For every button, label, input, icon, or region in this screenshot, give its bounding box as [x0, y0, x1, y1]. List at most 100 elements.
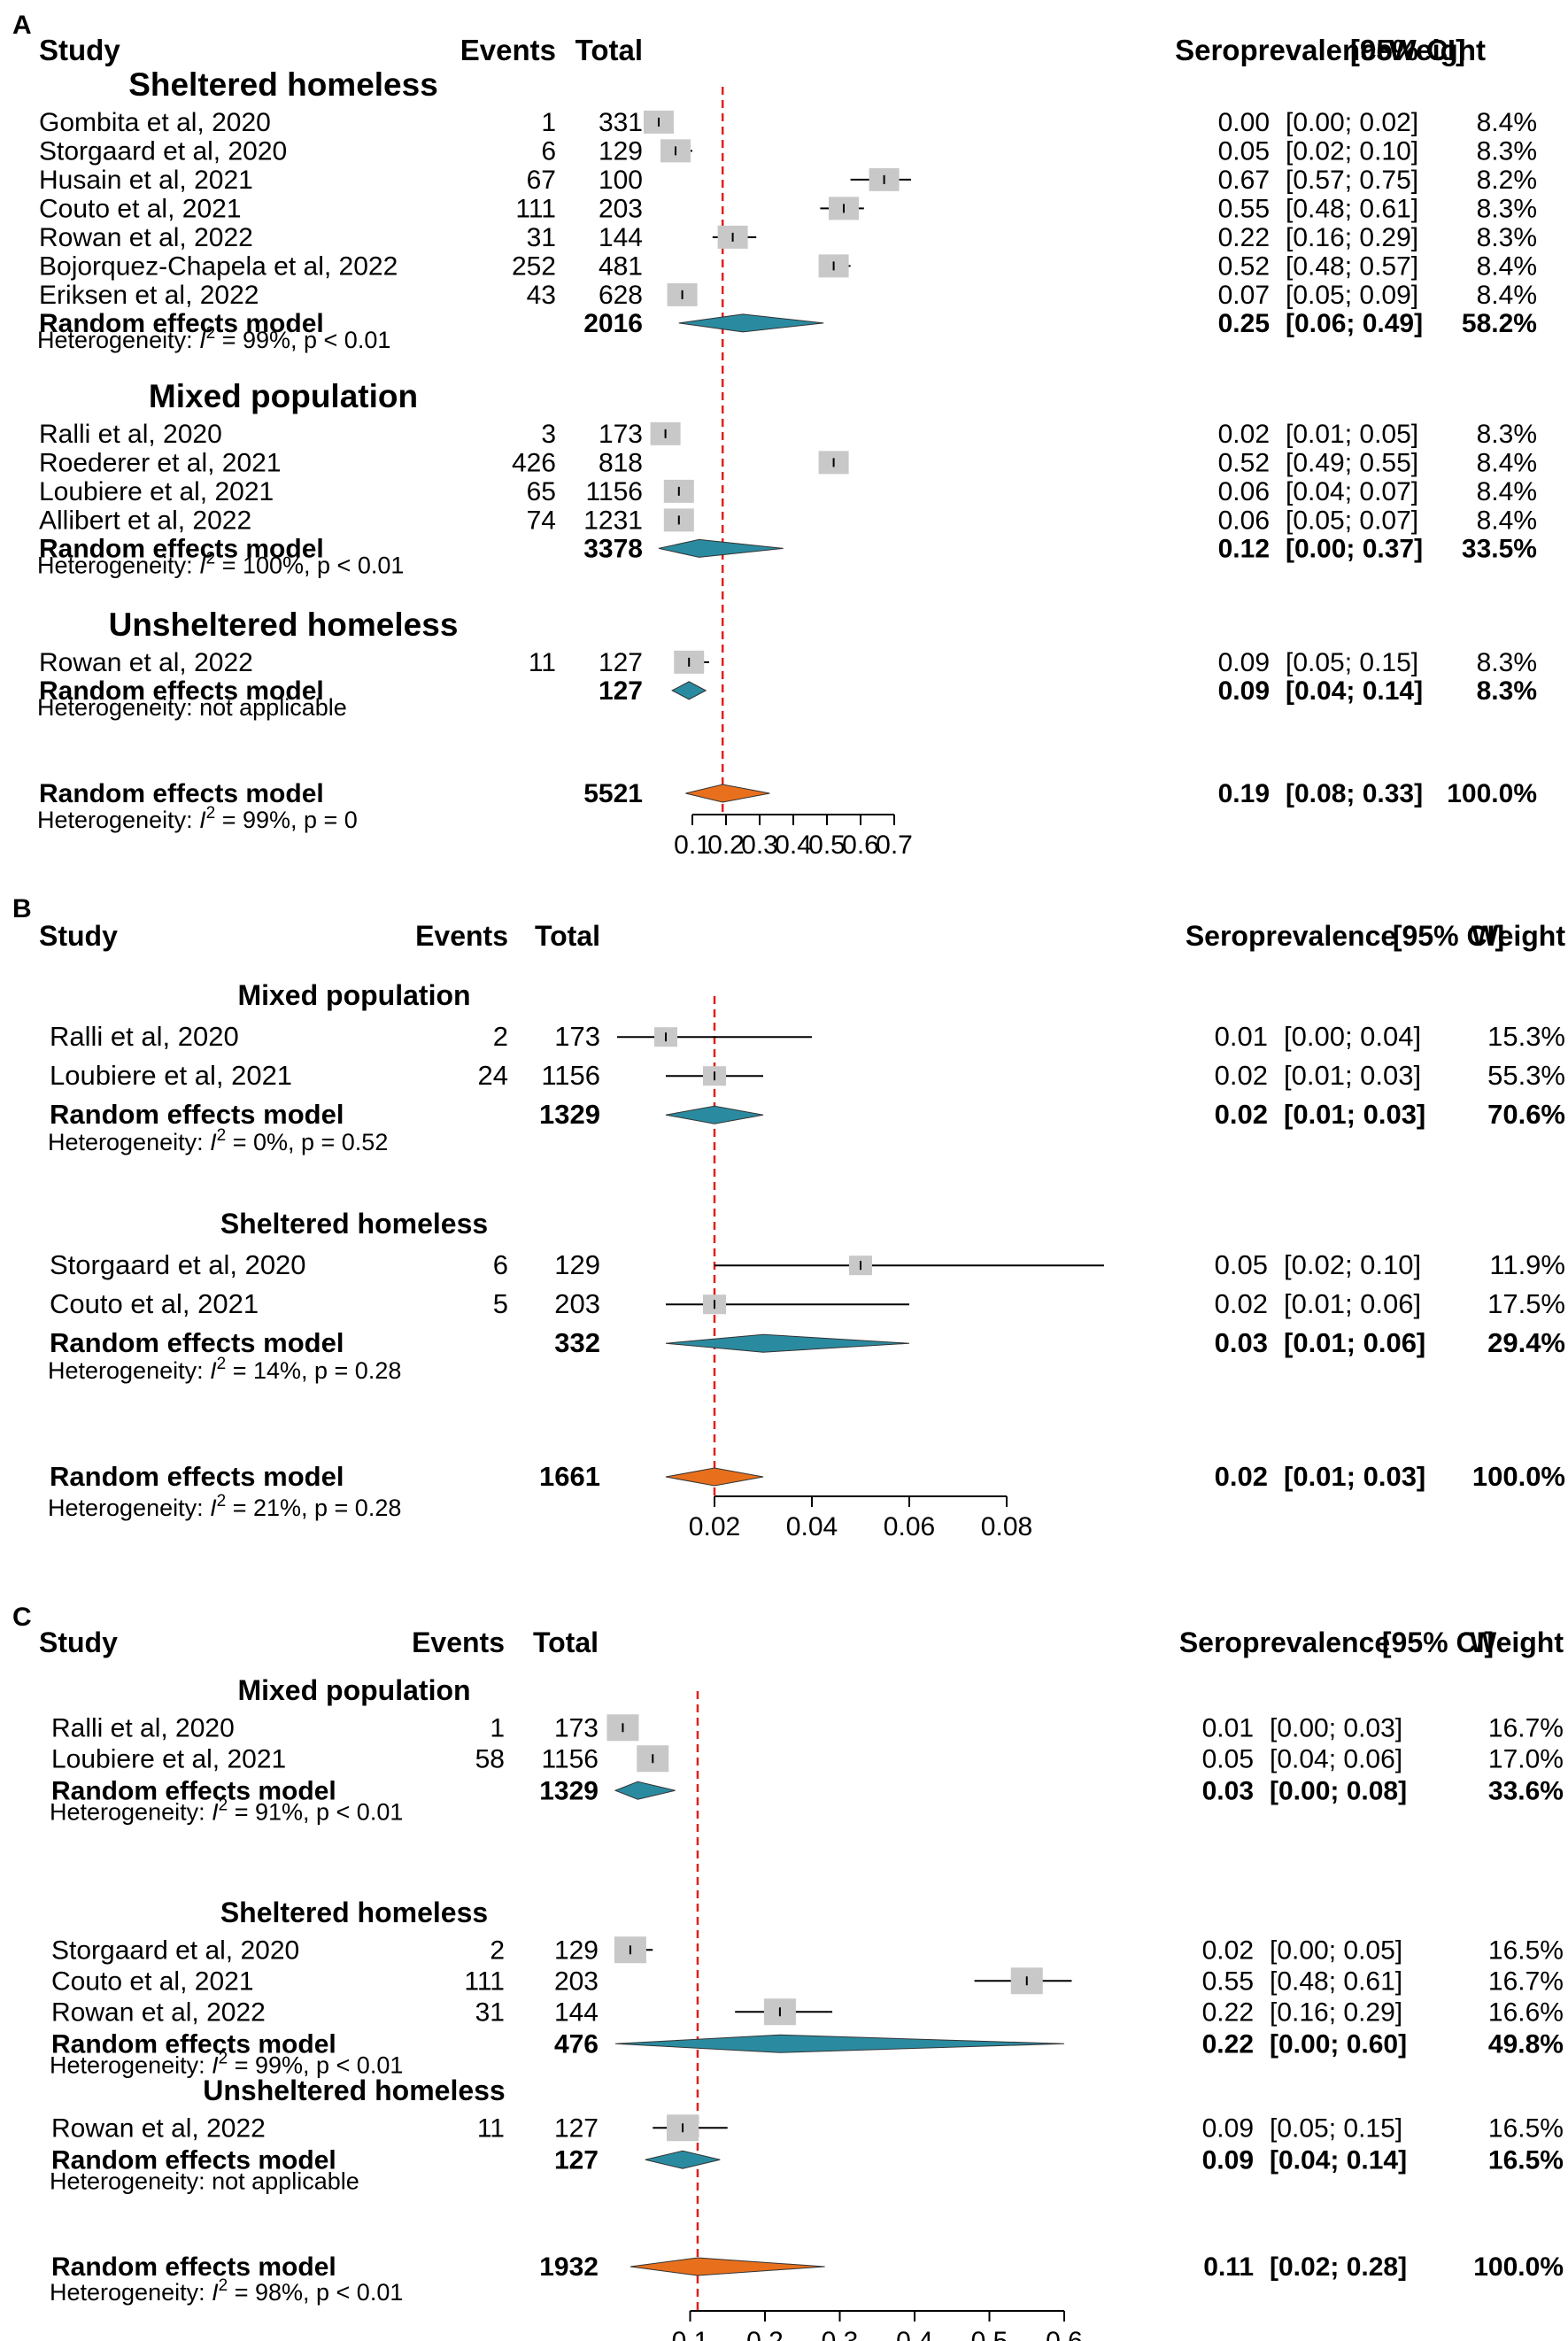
header-ci: [95% CI]	[1382, 1626, 1494, 1658]
model-weight: 58.2%	[1462, 309, 1537, 338]
subgroup-diamond	[665, 1105, 764, 1124]
header-ci: [95% CI]	[1350, 34, 1465, 66]
x-tick-label: 0.3	[741, 831, 778, 860]
subgroup-diamond	[678, 313, 824, 333]
ci-value: [0.04; 0.07]	[1286, 477, 1418, 506]
weight-value: 8.3%	[1477, 136, 1537, 166]
x-axis: 0.10.20.30.40.50.60.7	[674, 814, 913, 860]
model-weight: 33.6%	[1488, 1776, 1564, 1805]
weight-value: 17.5%	[1487, 1288, 1565, 1319]
header-ci: [95% CI]	[1393, 920, 1504, 952]
weight-value: 16.7%	[1488, 1966, 1564, 1996]
model-total: 1661	[539, 1461, 600, 1492]
model-ci: [0.00; 0.60]	[1270, 2029, 1407, 2059]
header-study: Study	[39, 34, 120, 66]
estimate-value: 0.02	[1218, 420, 1270, 449]
subgroup-title: Mixed population	[237, 1674, 470, 1706]
study-name: Storgaard et al, 2020	[50, 1249, 306, 1280]
weight-value: 8.3%	[1477, 223, 1537, 252]
model-total: 5521	[583, 779, 643, 808]
model-ci: [0.04; 0.14]	[1270, 2145, 1407, 2175]
weight-value: 16.5%	[1488, 2113, 1564, 2143]
model-label: Random effects model	[39, 779, 324, 808]
estimate-value: 0.22	[1202, 1997, 1254, 2027]
panel-letter: C	[12, 1603, 32, 1632]
study-row: Rowan et al, 2022 11 127 0.09 [0.05; 0.15] 16…	[51, 2113, 1564, 2143]
model-total: 476	[554, 2029, 599, 2059]
model-estimate: 0.22	[1202, 2029, 1254, 2059]
header-weight: Weight	[1470, 1626, 1564, 1658]
weight-value: 8.3%	[1477, 194, 1537, 223]
ci-value: [0.04; 0.06]	[1270, 1744, 1402, 1773]
subgroup-title: Unsheltered homeless	[203, 2074, 505, 2106]
x-tick-label: 0.7	[876, 831, 913, 860]
ci-value: [0.02; 0.10]	[1286, 136, 1418, 166]
model-label: Random effects model	[39, 309, 324, 338]
ci-value: [0.48; 0.61]	[1286, 194, 1418, 223]
subgroup-diamond	[614, 2034, 1065, 2053]
estimate-value: 0.02	[1215, 1288, 1268, 1319]
study-name: Couto et al, 2021	[39, 194, 242, 223]
estimate-value: 0.52	[1218, 251, 1270, 281]
ci-value: [0.01; 0.05]	[1286, 420, 1418, 449]
study-name: Storgaard et al, 2020	[39, 136, 287, 166]
events-value: 5	[493, 1288, 508, 1319]
events-value: 3	[541, 420, 556, 449]
study-row: Allibert et al, 2022 74 1231 0.06 [0.05; 0.0…	[39, 506, 1537, 535]
events-value: 65	[527, 477, 556, 506]
model-ci: [0.04; 0.14]	[1286, 676, 1423, 706]
weight-value: 8.4%	[1477, 108, 1537, 137]
ci-value: [0.05; 0.09]	[1286, 281, 1418, 310]
x-tick-label: 0.04	[786, 1512, 838, 1541]
x-axis: 0.1 0.2 0.3 0.4 0.5 0.6	[672, 2310, 1083, 2341]
study-row: Roederer et al, 2021 426 818 0.52 [0.49; 0.5…	[39, 448, 1537, 477]
total-value: 127	[554, 2113, 599, 2143]
estimate-value: 0.52	[1218, 448, 1270, 477]
total-value: 1156	[541, 1744, 599, 1773]
model-estimate: 0.02	[1215, 1099, 1268, 1130]
x-tick-label: 0.2	[707, 831, 745, 860]
subgroup-model-row: Random effects model 3378 0.12 [0.00; 0.37]…	[39, 534, 1537, 563]
ci-value: [0.49; 0.55]	[1286, 448, 1418, 477]
x-tick-label: 0.5	[971, 2327, 1008, 2341]
subgroup-title: Sheltered homeless	[128, 66, 438, 103]
weight-value: 8.3%	[1477, 648, 1537, 677]
model-total: 3378	[583, 534, 643, 563]
study-name: Rowan et al, 2022	[51, 2113, 266, 2143]
study-row: Storgaard et al, 2020 2 129 0.02 [0.00; 0.05…	[51, 1935, 1564, 1965]
total-value: 628	[599, 281, 643, 310]
events-value: 111	[515, 194, 556, 223]
header-estimate: Seroprevalence	[1175, 34, 1393, 66]
overall-heterogeneity-text: Heterogeneity: I2 = 21%, p = 0.28	[48, 1492, 401, 1521]
estimate-value: 0.00	[1218, 108, 1270, 137]
x-tick-label: 0.02	[689, 1512, 740, 1541]
subgroup-title: Unsheltered homeless	[109, 606, 459, 643]
study-row: Loubiere et al, 2021 24 1156 0.02 [0.01; 0.0…	[50, 1060, 1565, 1091]
model-estimate: 0.25	[1218, 309, 1270, 338]
events-value: 43	[527, 281, 556, 310]
model-weight: 100.0%	[1472, 1461, 1565, 1492]
model-total: 1329	[539, 1099, 600, 1130]
overall-diamond	[685, 784, 770, 803]
total-value: 1231	[583, 506, 643, 535]
heterogeneity-text: Heterogeneity: I2 = 0%, p = 0.52	[48, 1126, 388, 1155]
model-total: 1932	[539, 2252, 599, 2282]
estimate-value: 0.05	[1215, 1249, 1268, 1280]
total-value: 203	[554, 1966, 599, 1996]
events-value: 2	[493, 1021, 508, 1052]
study-row: Ralli et al, 2020 1 173 0.01 [0.00; 0.03] 16.…	[51, 1713, 1564, 1742]
study-row: Ralli et al, 2020 2 173 0.01 [0.00; 0.04] 15.…	[50, 1021, 1565, 1052]
ci-value: [0.02; 0.10]	[1284, 1249, 1421, 1280]
model-ci: [0.06; 0.49]	[1286, 309, 1423, 338]
model-weight: 16.5%	[1488, 2145, 1564, 2175]
weight-value: 15.3%	[1487, 1021, 1565, 1052]
ci-value: [0.16; 0.29]	[1286, 223, 1418, 252]
total-value: 818	[599, 448, 643, 477]
events-value: 2	[490, 1935, 505, 1965]
total-value: 481	[599, 251, 643, 281]
ci-value: [0.00; 0.03]	[1270, 1713, 1402, 1742]
events-value: 74	[527, 506, 556, 535]
model-weight: 33.5%	[1462, 534, 1537, 563]
heterogeneity-text: Heterogeneity: not applicable	[50, 2167, 359, 2194]
study-row: Gombita et al, 2020 1 331 0.00 [0.00; 0.02] 8…	[39, 108, 1537, 137]
